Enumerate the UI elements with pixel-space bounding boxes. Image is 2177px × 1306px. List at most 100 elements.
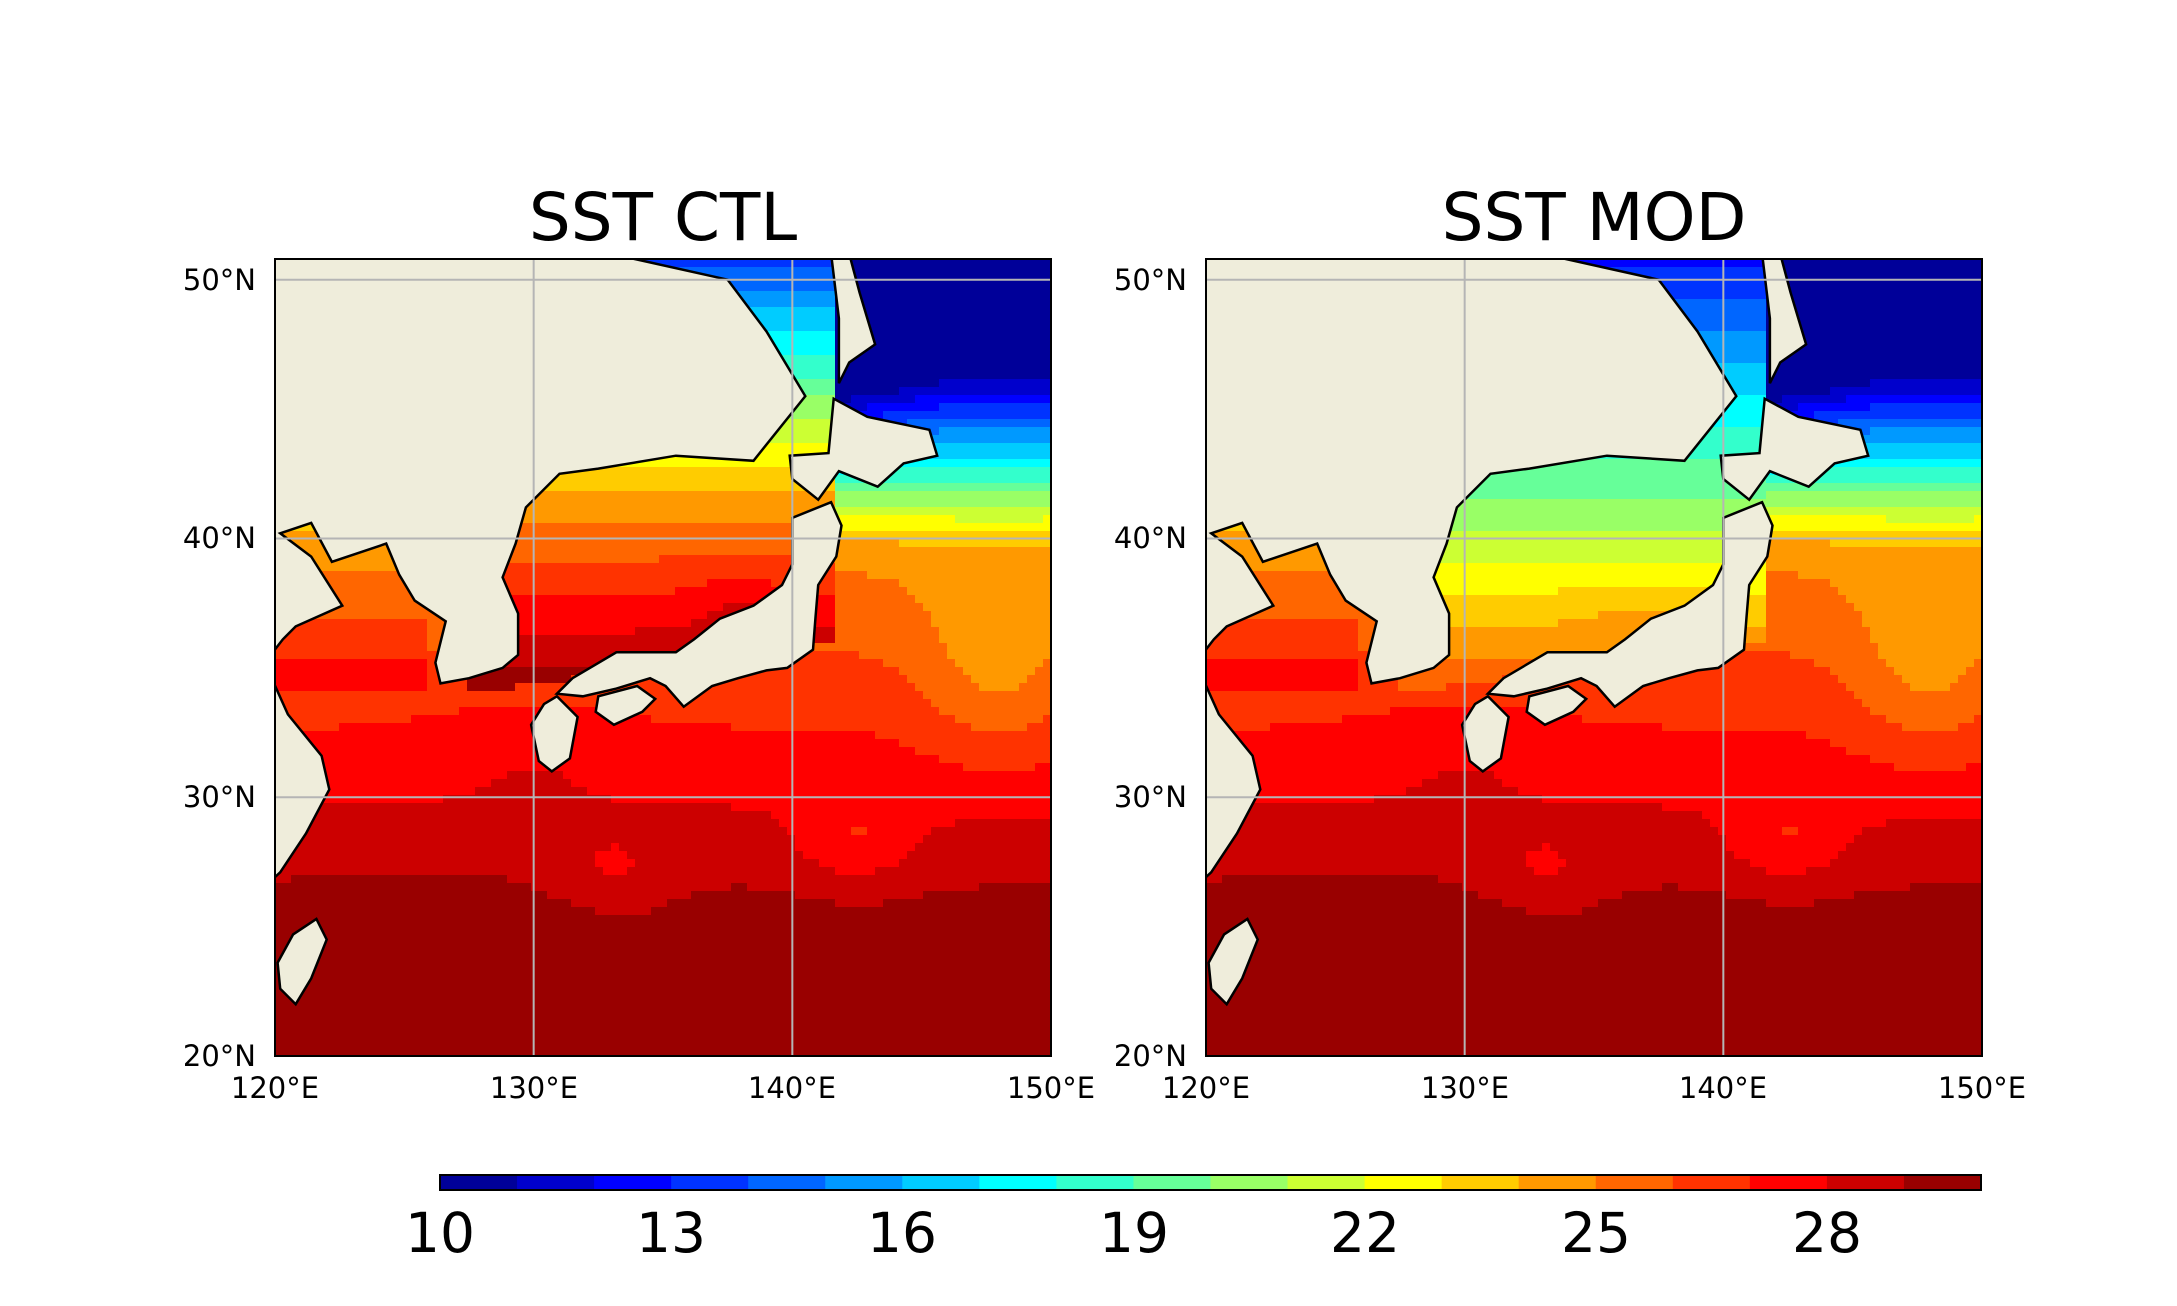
sst-cell <box>755 579 764 588</box>
sst-cell <box>539 635 548 644</box>
sst-cell <box>947 323 956 332</box>
sst-cell <box>739 491 748 500</box>
sst-cell <box>939 563 948 572</box>
sst-cell <box>563 579 572 588</box>
sst-cell <box>891 339 900 348</box>
sst-cell <box>859 371 868 380</box>
sst-cell <box>947 411 956 420</box>
sst-cell <box>763 515 772 524</box>
sst-cell <box>971 611 980 620</box>
sst-cell <box>1043 595 1051 604</box>
sst-cell <box>875 259 884 268</box>
sst-cell <box>1011 651 1020 660</box>
sst-cell <box>939 651 948 660</box>
sst-cell <box>851 651 860 660</box>
sst-cell <box>531 667 540 676</box>
sst-cell <box>595 643 604 652</box>
sst-cell <box>795 267 804 276</box>
sst-cell <box>651 459 660 468</box>
sst-cell <box>691 475 700 484</box>
sst-cell <box>1027 363 1036 372</box>
sst-cell <box>659 547 668 556</box>
sst-cell <box>915 315 924 324</box>
sst-cell <box>1003 611 1012 620</box>
sst-cell <box>779 307 788 316</box>
sst-cell <box>587 539 596 548</box>
sst-cell <box>1011 339 1020 348</box>
sst-cell <box>611 603 620 612</box>
sst-cell <box>747 595 756 604</box>
sst-cell <box>707 587 716 596</box>
sst-cell <box>1019 587 1028 596</box>
sst-cell <box>875 491 884 500</box>
sst-cell <box>731 499 740 508</box>
sst-cell <box>779 347 788 356</box>
sst-cell <box>1035 571 1044 580</box>
sst-cell <box>651 603 660 612</box>
sst-cell <box>875 595 884 604</box>
sst-cell <box>595 547 604 556</box>
sst-cell <box>835 651 844 660</box>
sst-cell <box>803 499 812 508</box>
sst-cell <box>995 531 1004 540</box>
sst-cell <box>1027 403 1036 412</box>
sst-cell <box>883 579 892 588</box>
sst-cell <box>691 259 700 268</box>
sst-cell <box>819 347 828 356</box>
sst-cell <box>859 547 868 556</box>
sst-cell <box>843 603 852 612</box>
sst-cell <box>923 539 932 548</box>
sst-cell <box>875 395 884 404</box>
sst-cell <box>987 563 996 572</box>
sst-cell <box>1003 379 1012 388</box>
sst-cell <box>1035 283 1044 292</box>
sst-cell <box>931 267 940 276</box>
sst-cell <box>1003 467 1012 476</box>
sst-cell <box>1011 491 1020 500</box>
sst-cell <box>819 299 828 308</box>
sst-cell <box>867 283 876 292</box>
sst-ctl-panel: SST CTL 50°N 40°N 30°N 20°N 120°E 130°E … <box>183 179 1095 1105</box>
sst-cell <box>747 515 756 524</box>
sst-cell <box>883 355 892 364</box>
sst-cell <box>923 587 932 596</box>
sst-cell <box>771 467 780 476</box>
sst-cell <box>1043 347 1051 356</box>
sst-cell <box>1035 523 1044 532</box>
sst-cell <box>875 515 884 524</box>
sst-cell <box>755 531 764 540</box>
sst-cell <box>971 395 980 404</box>
sst-cell <box>523 635 532 644</box>
sst-cell <box>955 587 964 596</box>
sst-cell <box>523 531 532 540</box>
sst-cell <box>987 419 996 428</box>
sst-cell <box>651 595 660 604</box>
sst-cell <box>939 539 948 548</box>
sst-cell <box>987 363 996 372</box>
sst-cell <box>403 667 412 676</box>
sst-cell <box>595 555 604 564</box>
sst-cell <box>635 539 644 548</box>
sst-cell <box>627 643 636 652</box>
sst-cell <box>867 299 876 308</box>
sst-cell <box>883 299 892 308</box>
sst-cell <box>299 643 308 652</box>
sst-cell <box>995 459 1004 468</box>
sst-cell <box>763 443 772 452</box>
sst-cell <box>931 587 940 596</box>
sst-cell <box>539 667 548 676</box>
sst-cell <box>691 563 700 572</box>
sst-cell <box>755 571 764 580</box>
sst-cell <box>1043 427 1051 436</box>
sst-cell <box>715 555 724 564</box>
sst-cell <box>955 467 964 476</box>
sst-cell <box>675 563 684 572</box>
sst-cell <box>987 579 996 588</box>
sst-cell <box>611 499 620 508</box>
sst-cell <box>867 259 876 268</box>
sst-cell <box>995 659 1004 668</box>
sst-cell <box>1011 603 1020 612</box>
sst-cell <box>683 635 692 644</box>
sst-cell <box>883 411 892 420</box>
